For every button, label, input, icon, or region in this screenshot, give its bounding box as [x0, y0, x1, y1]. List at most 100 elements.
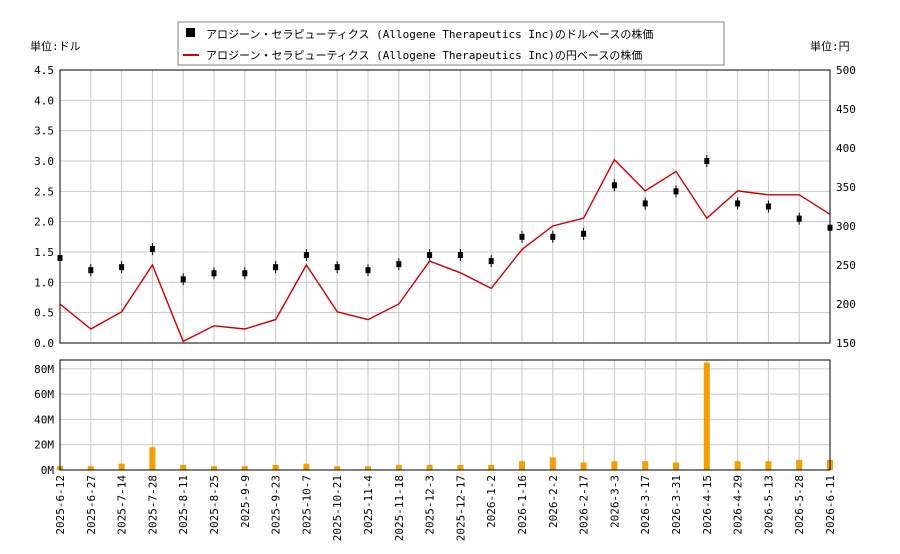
legend-usd-swatch [186, 28, 195, 37]
right-axis-ticks: 150 200 250 300 350 400 450 500 [836, 64, 856, 350]
x-tick-label: 2025-7-28 [146, 475, 159, 535]
left-tick-label: 0.5 [34, 307, 54, 320]
x-tick-label: 2025-9-9 [239, 475, 252, 528]
volume-bar [673, 462, 679, 470]
x-axis-ticks: 2025-6-12 2025-6-27 2025-7-14 2025-7-28 2025… [54, 475, 837, 542]
volume-plot-frame [59, 359, 831, 471]
x-tick-label: 2026-3-31 [670, 475, 683, 535]
usd-candle [765, 203, 771, 210]
x-tick-label: 2025-11-4 [362, 475, 375, 535]
left-tick-label: 3.0 [34, 155, 54, 168]
x-tick-label: 2025-10-21 [331, 475, 344, 541]
usd-candle [396, 261, 402, 268]
usd-candle [611, 182, 617, 189]
x-tick-label: 2026-5-28 [793, 475, 806, 535]
volume-bar [272, 464, 279, 470]
x-tick-label: 2025-11-18 [393, 475, 406, 541]
volume-tick-label: 40M [34, 413, 54, 426]
volume-grid [59, 360, 831, 471]
usd-candle [488, 258, 494, 265]
volume-bar [241, 466, 248, 470]
legend-usd-label: アロジーン・セラピューティクス (Allogene Therapeutics I… [206, 27, 653, 41]
left-tick-label: 2.0 [34, 216, 54, 229]
x-tick-label: 2025-12-17 [454, 475, 467, 541]
volume-bar [765, 461, 772, 470]
x-tick-label: 2026-2-17 [578, 475, 591, 535]
x-tick-label: 2025-12-3 [424, 475, 437, 535]
volume-axis-ticks: 0M 20M 40M 60M 80M [34, 363, 54, 477]
usd-candle [704, 158, 710, 164]
jpy-price-line [59, 158, 831, 343]
x-tick-label: 2025-8-11 [177, 475, 190, 535]
left-tick-label: 0.0 [34, 337, 54, 350]
usd-candle [119, 264, 125, 271]
price-plot-frame [59, 69, 831, 344]
right-tick-label: 200 [836, 298, 856, 311]
x-tick-label: 2025-9-23 [270, 475, 283, 535]
volume-bar [703, 362, 710, 470]
left-tick-label: 4.0 [34, 94, 54, 107]
x-tick-label: 2025-7-14 [116, 475, 129, 535]
usd-candle [303, 252, 309, 259]
left-unit-label: 単位:ドル [30, 39, 81, 53]
right-tick-label: 150 [836, 337, 856, 350]
volume-tick-label: 20M [34, 439, 54, 452]
left-axis-ticks: 0.0 0.5 1.0 1.5 2.0 2.5 3.0 3.5 4.0 4.5 [34, 64, 54, 350]
volume-bar [395, 464, 402, 470]
usd-candle [149, 245, 155, 252]
volume-bar [642, 461, 649, 470]
right-unit-label: 単位:円 [810, 39, 850, 53]
volume-bar [796, 459, 803, 470]
volume-bar [149, 447, 156, 470]
left-tick-label: 1.0 [34, 276, 54, 289]
usd-candle [180, 276, 186, 283]
right-tick-label: 500 [836, 64, 856, 77]
left-tick-label: 2.5 [34, 185, 54, 198]
right-tick-label: 350 [836, 181, 856, 194]
x-tick-label: 2026-4-29 [732, 475, 745, 535]
volume-bar [334, 466, 341, 470]
usd-candle [211, 270, 217, 277]
x-tick-label: 2026-3-17 [639, 475, 652, 535]
usd-candle [550, 233, 556, 240]
left-tick-label: 1.5 [34, 246, 54, 259]
usd-candle [242, 270, 248, 277]
volume-tick-label: 60M [34, 388, 54, 401]
price-grid [59, 69, 831, 344]
volume-bar [87, 466, 94, 470]
volume-bar [180, 464, 187, 470]
volume-tick-label: 0M [41, 464, 55, 477]
x-tick-label: 2025-6-12 [54, 475, 67, 535]
volume-bar [457, 464, 464, 470]
volume-bar [519, 461, 525, 470]
usd-candle [273, 264, 279, 271]
usd-candle [88, 267, 94, 274]
volume-bar [580, 462, 587, 470]
x-tick-label: 2025-8-25 [208, 475, 221, 535]
left-tick-label: 3.5 [34, 125, 54, 138]
usd-candle [365, 267, 371, 274]
right-tick-label: 450 [836, 103, 856, 116]
volume-bar [426, 464, 433, 470]
x-tick-label: 2025-10-7 [300, 475, 313, 535]
x-tick-label: 2026-5-13 [762, 475, 775, 535]
volume-bar [211, 466, 217, 470]
right-tick-label: 300 [836, 220, 856, 233]
x-tick-label: 2025-6-27 [85, 475, 98, 535]
volume-bar [365, 466, 371, 470]
legend-frame [177, 21, 725, 66]
usd-candle [581, 230, 587, 237]
volume-bar [549, 457, 556, 470]
x-tick-label: 2026-4-15 [701, 475, 714, 535]
left-tick-label: 4.5 [34, 64, 54, 77]
volume-bar [118, 463, 125, 470]
volume-bar [611, 461, 618, 470]
volume-bar [734, 461, 741, 470]
usd-candle [642, 200, 648, 207]
x-tick-label: 2026-1-16 [516, 475, 529, 535]
usd-candle [673, 188, 679, 195]
legend: アロジーン・セラピューティクス (Allogene Therapeutics I… [177, 21, 725, 66]
usd-candles [57, 155, 833, 286]
